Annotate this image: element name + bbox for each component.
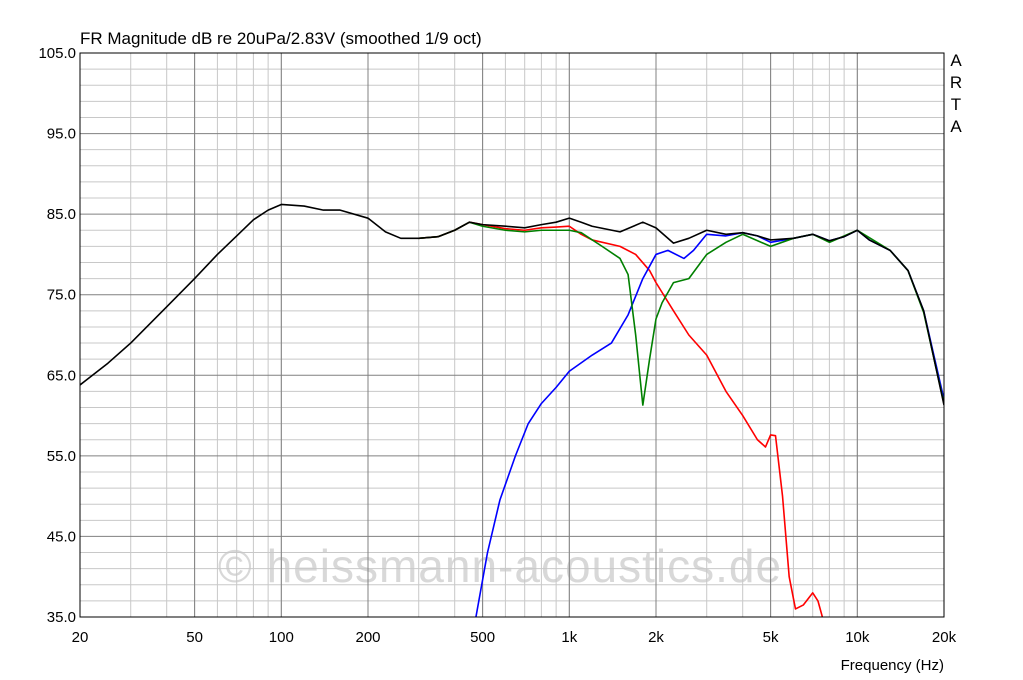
series-line bbox=[80, 203, 944, 406]
plot-frame bbox=[79, 52, 945, 618]
grid bbox=[79, 52, 945, 618]
y-tick-label: 95.0 bbox=[47, 126, 76, 143]
series-line bbox=[418, 221, 944, 406]
y-tick-label: 105.0 bbox=[38, 45, 76, 62]
plot-lines bbox=[80, 203, 944, 617]
x-tick-label: 20 bbox=[72, 629, 89, 646]
watermark: © heissmann-acoustics.de bbox=[218, 540, 782, 592]
x-tick-label: 5k bbox=[763, 629, 779, 646]
y-tick-label: 65.0 bbox=[47, 367, 76, 384]
x-tick-label: 20k bbox=[932, 629, 957, 646]
x-tick-label: 500 bbox=[470, 629, 495, 646]
y-tick-label: 85.0 bbox=[47, 206, 76, 223]
brand: ARTA bbox=[949, 51, 963, 136]
x-tick-label: 1k bbox=[561, 629, 577, 646]
x-axis-label: Frequency (Hz) bbox=[841, 657, 944, 674]
y-tick-label: 35.0 bbox=[47, 609, 76, 626]
y-tick-label: 55.0 bbox=[47, 448, 76, 465]
chart-title: FR Magnitude dB re 20uPa/2.83V (smoothed… bbox=[80, 29, 482, 48]
x-tick-label: 50 bbox=[186, 629, 203, 646]
x-tick-label: 200 bbox=[355, 629, 380, 646]
y-tick-label: 75.0 bbox=[47, 287, 76, 304]
x-tick-label: 100 bbox=[269, 629, 294, 646]
x-tick-label: 10k bbox=[845, 629, 870, 646]
x-tick-label: 2k bbox=[648, 629, 664, 646]
y-tick-label: 45.0 bbox=[47, 528, 76, 545]
